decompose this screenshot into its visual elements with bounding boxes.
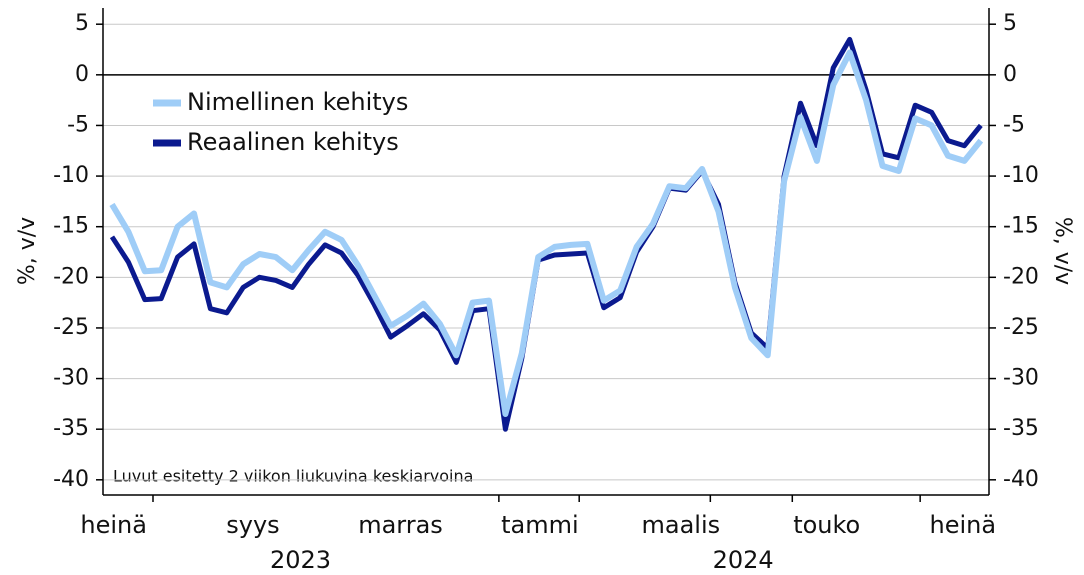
y2-tick-label: -15 <box>1003 214 1039 239</box>
y-tick-label: -35 <box>53 416 89 441</box>
y2-tick-label: 5 <box>1003 11 1017 36</box>
y-axis-label: %, v/v <box>15 217 40 285</box>
x-tick-label: touko <box>793 511 860 539</box>
y2-tick-label: -10 <box>1003 163 1039 188</box>
y-tick-label: -15 <box>53 214 89 239</box>
x-tick-label: heinä <box>929 511 996 539</box>
y-tick-label: -5 <box>67 112 89 137</box>
x-tick-label: tammi <box>501 511 579 539</box>
x-tick-label: heinä <box>80 511 147 539</box>
y2-axis-label: %, v/v <box>1050 217 1075 285</box>
series-line <box>109 36 983 432</box>
y-tick-label: -10 <box>53 163 89 188</box>
y-tick-label: 0 <box>75 62 89 87</box>
x-tick-label: maalis <box>642 511 721 539</box>
y2-tick-label: -35 <box>1003 416 1039 441</box>
series-line <box>109 49 984 417</box>
y2-tick-label: -20 <box>1003 264 1039 289</box>
y-tick-label: -30 <box>53 366 89 391</box>
note: Luvut esitetty 2 viikon liukuvina keskia… <box>113 467 473 486</box>
y2-tick-label: -5 <box>1003 112 1025 137</box>
y2-tick-label: 0 <box>1003 62 1017 87</box>
year-label: 2024 <box>713 546 774 574</box>
legend-label: Reaalinen kehitys <box>187 128 399 156</box>
year-label: 2023 <box>270 546 331 574</box>
x-tick-label: syys <box>226 511 279 539</box>
y-tick-label: -20 <box>53 264 89 289</box>
y-tick-label: 5 <box>75 11 89 36</box>
y-tick-label: -25 <box>53 315 89 340</box>
legend-label: Nimellinen kehitys <box>187 88 408 116</box>
y2-tick-label: -30 <box>1003 366 1039 391</box>
y-tick-label: -40 <box>53 467 89 492</box>
y2-tick-label: -25 <box>1003 315 1039 340</box>
x-tick-label: marras <box>358 511 443 539</box>
y2-tick-label: -40 <box>1003 467 1039 492</box>
